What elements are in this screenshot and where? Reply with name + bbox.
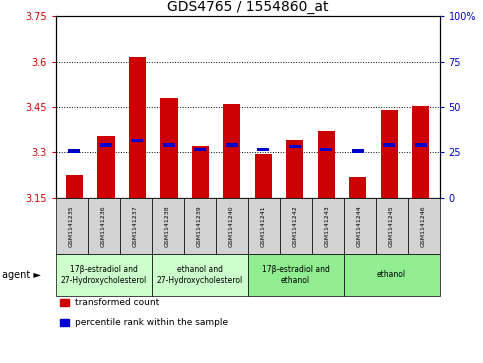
Bar: [226, 143, 238, 147]
Bar: [131, 139, 143, 142]
Text: GSM1141244: GSM1141244: [357, 205, 362, 247]
Bar: [383, 143, 395, 147]
Bar: [194, 148, 206, 151]
Bar: [160, 98, 178, 198]
Bar: [349, 177, 366, 198]
Text: transformed count: transformed count: [75, 298, 159, 307]
Bar: [289, 144, 301, 148]
Bar: [317, 131, 335, 198]
Bar: [412, 106, 429, 198]
Bar: [66, 175, 83, 198]
Text: GSM1141235: GSM1141235: [69, 205, 74, 247]
Text: GSM1141241: GSM1141241: [261, 205, 266, 247]
Bar: [257, 148, 269, 151]
Text: GSM1141243: GSM1141243: [325, 205, 330, 247]
Text: GSM1141240: GSM1141240: [229, 205, 234, 247]
Text: GSM1141237: GSM1141237: [133, 205, 138, 247]
Bar: [381, 110, 398, 198]
Bar: [320, 148, 332, 151]
Bar: [100, 143, 112, 147]
Bar: [129, 57, 146, 198]
Text: GSM1141245: GSM1141245: [389, 205, 394, 247]
Text: 17β-estradiol and
27-Hydroxycholesterol: 17β-estradiol and 27-Hydroxycholesterol: [60, 265, 147, 285]
Bar: [286, 140, 303, 198]
Bar: [69, 149, 80, 153]
Text: GSM1141242: GSM1141242: [293, 205, 298, 247]
Text: GSM1141238: GSM1141238: [165, 205, 170, 247]
Bar: [415, 143, 426, 147]
Bar: [192, 146, 209, 198]
Title: GDS4765 / 1554860_at: GDS4765 / 1554860_at: [167, 0, 328, 14]
Bar: [255, 154, 272, 198]
Bar: [223, 104, 241, 198]
Text: ethanol and
27-Hydroxycholesterol: ethanol and 27-Hydroxycholesterol: [156, 265, 242, 285]
Bar: [163, 143, 175, 147]
Bar: [352, 149, 364, 153]
Text: 17β-estradiol and
ethanol: 17β-estradiol and ethanol: [262, 265, 329, 285]
Text: GSM1141246: GSM1141246: [421, 205, 426, 247]
Text: percentile rank within the sample: percentile rank within the sample: [75, 318, 228, 327]
Text: GSM1141239: GSM1141239: [197, 205, 202, 247]
Text: agent ►: agent ►: [2, 270, 41, 280]
Text: ethanol: ethanol: [377, 270, 406, 280]
Text: GSM1141236: GSM1141236: [101, 205, 106, 247]
Bar: [97, 136, 114, 198]
